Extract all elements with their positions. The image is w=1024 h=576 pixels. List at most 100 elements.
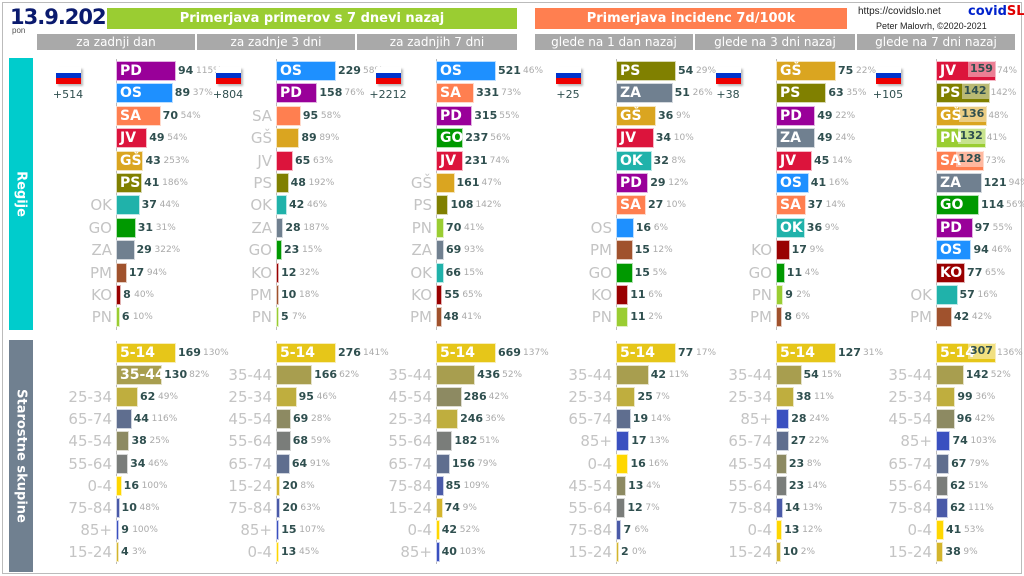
regions-change-pct: 14% xyxy=(825,200,846,211)
regions-change-pct: 44% xyxy=(159,200,180,211)
ages-value: 19 xyxy=(632,412,649,426)
regions-change-pct: 16% xyxy=(977,290,998,300)
slovenia-flag-icon xyxy=(376,67,401,85)
ages-label: 65-74 xyxy=(888,454,932,473)
daily-total: +105 xyxy=(872,88,904,101)
ages-label: 65-74 xyxy=(228,454,272,473)
regions-bar xyxy=(776,195,806,216)
ages-label: 15-24 xyxy=(68,542,112,561)
regions-value: 27 xyxy=(648,198,664,212)
regions-change-pct: 12% xyxy=(668,178,689,188)
regions-label: GO xyxy=(440,130,464,147)
ages-bar xyxy=(776,365,802,386)
regions-label: PS xyxy=(120,175,141,191)
regions-change-pct: 93% xyxy=(463,245,484,256)
ages-change-pct: 109% xyxy=(463,480,490,491)
regions-value: 77 xyxy=(967,265,983,279)
regions-value: 66 xyxy=(445,265,461,279)
regions-label: PS xyxy=(253,174,272,192)
regions-change-pct: 46% xyxy=(991,245,1012,256)
regions-change-pct: 9% xyxy=(824,222,840,233)
ages-label: 75-84 xyxy=(888,498,932,517)
ages-label: 65-74 xyxy=(728,432,772,451)
regions-bar xyxy=(776,240,790,261)
ages-bar xyxy=(276,409,291,430)
ages-value: 17 xyxy=(631,434,647,448)
regions-change-pct: 41% xyxy=(986,133,1007,144)
regions-label: PS xyxy=(940,85,961,102)
ages-change-pct: 0% xyxy=(632,546,647,557)
ages-value: 62 xyxy=(140,390,156,404)
ages-value: 10 xyxy=(782,544,799,558)
regions-change-pct: 2% xyxy=(648,312,663,323)
regions-label: GŠ xyxy=(780,63,802,79)
regions-value: 521 xyxy=(498,64,521,77)
regions-label: OK xyxy=(620,152,643,169)
ages-value: 74 xyxy=(952,434,968,448)
regions-value: 51 xyxy=(674,86,690,100)
ages-bar xyxy=(436,453,450,474)
slovenia-flag-icon xyxy=(876,67,901,85)
regions-label: KO xyxy=(251,263,272,282)
regions-change-pct: 48% xyxy=(988,110,1009,121)
regions-bar xyxy=(776,128,816,149)
regions-bar xyxy=(776,150,812,171)
ages-change-pct: 13% xyxy=(802,502,823,513)
regions-label: PN xyxy=(591,308,612,327)
regions-label: ZA xyxy=(411,241,432,260)
regions-bar xyxy=(776,262,785,283)
regions-change-pct: 22% xyxy=(856,66,877,76)
ages-label: 35-44 xyxy=(388,366,432,385)
regions-change-pct: 56% xyxy=(490,133,511,144)
ages-value: 69 xyxy=(293,412,309,426)
ages-change-pct: 11% xyxy=(668,370,689,381)
ages-value: 40 xyxy=(441,544,457,558)
ages-change-pct: 11% xyxy=(813,392,834,403)
regions-change-pct: 58% xyxy=(320,110,341,121)
regions-bar xyxy=(436,83,475,104)
panel-subheader: glede na 1 dan nazaj xyxy=(535,34,693,50)
ages-label: 25-34 xyxy=(68,388,112,407)
regions-value: 315 xyxy=(474,108,498,122)
regions-change-pct: 35% xyxy=(846,88,867,99)
ages-label: 55-64 xyxy=(728,476,772,495)
ages-value: 130 xyxy=(164,368,188,382)
ages-label: 55-64 xyxy=(68,454,112,473)
ages-change-pct: 59% xyxy=(310,436,331,447)
slovenia-flag-icon xyxy=(556,67,581,85)
regions-value: 42 xyxy=(953,310,970,324)
regions-bar xyxy=(436,285,443,305)
ages-label: 85+ xyxy=(400,542,432,561)
ages-bar xyxy=(936,431,951,452)
ages-bar xyxy=(116,343,176,363)
ages-change-pct: 22% xyxy=(808,436,829,447)
ages-change-pct: 46% xyxy=(316,392,337,403)
regions-bar xyxy=(776,105,816,126)
ages-value: 12 xyxy=(627,500,643,514)
regions-label: OS xyxy=(940,242,962,259)
regions-change-pct: 9% xyxy=(676,110,691,121)
regions-label: GŠ xyxy=(940,107,962,124)
ages-label: 5-14 xyxy=(280,345,316,361)
ages-value: 62 xyxy=(950,500,966,514)
regions-label: GŠ xyxy=(250,129,272,148)
regions-bar xyxy=(776,61,836,81)
regions-bar xyxy=(116,195,140,216)
regions-label-text: Regije xyxy=(13,171,29,217)
regions-change-pct: 15% xyxy=(463,267,484,278)
ages-value: 27 xyxy=(790,434,807,448)
ages-change-pct: 16% xyxy=(648,458,669,469)
regions-label: PM xyxy=(250,286,272,304)
ages-value: 142 xyxy=(965,368,989,382)
regions-change-pct: 12% xyxy=(652,245,673,256)
regions-change-pct: 74% xyxy=(489,155,510,166)
flag-stripe xyxy=(216,72,241,79)
panel-subheader: za zadnje 3 dni xyxy=(197,34,355,50)
regions-bar xyxy=(776,217,805,238)
regions-value: 34 xyxy=(655,131,672,145)
ages-change-pct: 79% xyxy=(969,458,990,469)
regions-label: PN xyxy=(940,130,962,147)
ages-value: 669 xyxy=(498,346,521,359)
regions-label: OK xyxy=(90,196,112,215)
